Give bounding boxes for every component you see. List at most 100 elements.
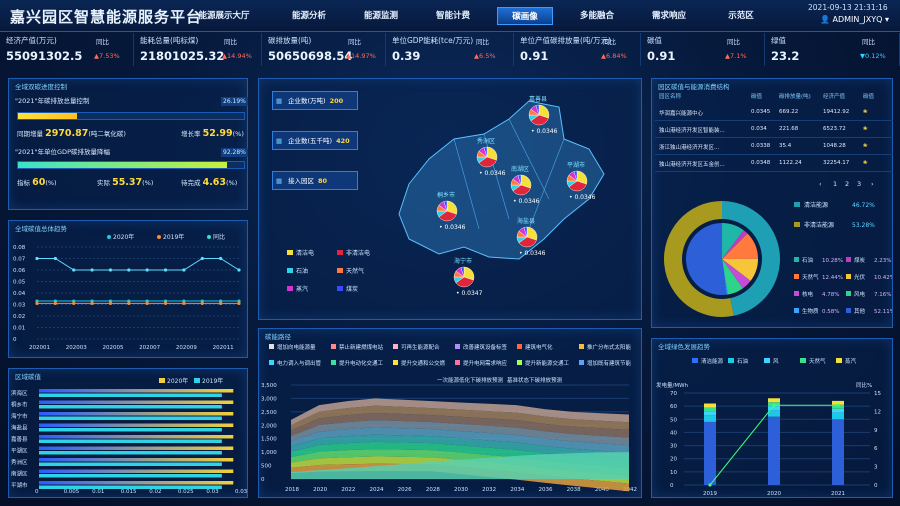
pie-slice (455, 276, 474, 288)
pie-slice (530, 114, 549, 126)
legend-label: 建筑电气化 (525, 343, 553, 351)
y-tick: 500 (261, 464, 272, 470)
x-tick: 202001 (29, 345, 50, 351)
table-header: 碳排放量(吨) (779, 94, 811, 100)
x-tick: 2018 (285, 487, 299, 493)
panel-title: 全域绿色发展趋势 (658, 343, 710, 351)
table-row[interactable]: 独山港经济开发区五金创... 0.0348 1122.24 32254.17 ❀ (655, 155, 893, 172)
pie-slice (517, 174, 522, 186)
table-cell: 0.0348 (751, 160, 771, 166)
jiaxing-map[interactable]: 嘉善县 • 0.0346 秀洲区 • 0.0346 南湖区 • 0.0346 平湖市 • 0.… (259, 79, 641, 319)
data-point (72, 301, 76, 305)
table-row[interactable]: 浙江独山港经济开发区... 0.0338 35.4 1048.28 ❀ (655, 138, 893, 155)
target2-pct: 92.28% (221, 148, 248, 157)
building-icon: ▦ (276, 177, 283, 185)
legend-swatch (517, 344, 522, 349)
y2-tick: 0 (874, 483, 878, 489)
path-band (291, 405, 629, 431)
x-tick: 2024 (370, 487, 384, 493)
stack-bar (704, 421, 716, 485)
legend-label: 2019年 (163, 233, 184, 241)
kpi-value: 0.91 (647, 49, 676, 63)
kpi-value: 55091302.5 (6, 49, 83, 63)
stat-box: ▦ 企业数(五千吨) 420 (272, 131, 358, 150)
legend-swatch (800, 358, 806, 363)
legend-swatch (337, 268, 343, 273)
data-point (182, 268, 186, 272)
datetime: 2021-09-13 21:31:16 (808, 3, 888, 12)
data-point (53, 256, 57, 261)
x-tick: 2040 (595, 487, 609, 493)
y-tick: 0 (261, 477, 265, 483)
inner-slice (722, 259, 751, 289)
user-menu[interactable]: 👤 ADMIN_JXYQ ▾ (820, 15, 889, 24)
region-panel: 区域碳值 2020年 2019年 滨海区 桐乡市 海宁市 海盐县 嘉善县 平湖区 秀洲区 南湖区平… (8, 368, 248, 498)
nav-item-6[interactable]: 需求响应 (651, 11, 686, 21)
data-point (200, 301, 204, 305)
legend-swatch (794, 257, 799, 262)
district-name: 海盐县 (517, 217, 535, 225)
y-tick: 0.04 (13, 291, 26, 297)
table-header: 经济产值 (823, 94, 846, 100)
y2-tick: 12 (874, 409, 881, 415)
legend-swatch (794, 222, 800, 227)
page-number[interactable]: 1 (833, 180, 838, 188)
legend-value: 2.23% (874, 258, 891, 264)
data-point (237, 301, 241, 305)
data-point (237, 268, 241, 272)
page-number[interactable]: 3 (857, 180, 862, 188)
x-tick: 2020 (313, 487, 327, 493)
page-number[interactable]: 2 (845, 180, 850, 188)
kpi-label: 单位产值碳排放量(吨/万元) (520, 36, 611, 45)
table-row[interactable]: 华润嘉兴能源中心 0.0345 669.22 19412.92 ❀ (655, 104, 893, 121)
nav-item-1[interactable]: 能源分析 (291, 11, 326, 21)
legend-label: 光伏 (854, 273, 866, 281)
next-page-icon[interactable]: › (871, 180, 874, 188)
kpi-card: 经济产值(万元) 55091302.5 同比 ▲7.53% (0, 33, 134, 66)
legend-label: 2020年 (167, 377, 188, 385)
legend-swatch (794, 202, 800, 207)
path-band (291, 420, 629, 446)
bar-2020 (39, 458, 234, 462)
kpi-yoy: ▲7.53% (94, 52, 120, 60)
district-value: • 0.0346 (569, 194, 596, 201)
prev-page-icon[interactable]: ‹ (819, 180, 822, 188)
nav-item-0[interactable]: 能源展示大厅 (198, 11, 250, 21)
stack-bar (832, 408, 844, 413)
bar-2020 (39, 446, 234, 450)
legend-label: 2019年 (202, 377, 223, 385)
legend-value: 53.28% (852, 222, 875, 229)
nav-item-4[interactable]: 碳画像 (497, 7, 553, 25)
legend-label: 煤炭 (854, 256, 866, 264)
data-point (35, 299, 39, 303)
yoy-point (836, 403, 840, 407)
stat-value: 80 (318, 177, 328, 185)
inner-slice (686, 223, 727, 295)
legend-label: 生物质 (802, 307, 819, 315)
nav-item-3[interactable]: 智能计费 (435, 11, 470, 21)
structure-panel: 园区碳值与能源消费结构 清洁能源 46.72% 非清洁能源 53.28% 石油 10.28… (651, 78, 893, 328)
legend-swatch (455, 360, 460, 365)
y-tick: 50 (670, 417, 677, 423)
nav-item-5[interactable]: 多能融合 (579, 11, 614, 21)
nav-item-7[interactable]: 示范区 (728, 11, 754, 21)
stat-value: 420 (336, 137, 350, 145)
path-chart: 增加向电能源量 禁止新建燃煤电站 可再生能源配合 改善建筑设备标签 建筑电气化 推广分布式… (261, 343, 637, 493)
target2-progress (17, 161, 245, 169)
pie-slice (568, 180, 587, 192)
x-tick: 2022 (341, 487, 355, 493)
nav-item-2[interactable]: 能源监测 (363, 11, 398, 21)
legend-label: 增加既有建筑节能 (587, 359, 632, 367)
kpi-card: 单位GDP能耗(tce/万元) 0.39 同比 ▲6.5% (386, 33, 514, 66)
legend-swatch (836, 358, 842, 363)
x-tick: 0 (35, 489, 39, 495)
region-name: 滨海区 (11, 389, 28, 397)
legend-dot (207, 235, 211, 239)
legend-swatch (393, 360, 398, 365)
pie-slice (478, 156, 497, 168)
legend-swatch (692, 358, 698, 363)
x-tick: 202005 (102, 345, 123, 351)
legend-label: 石油 (737, 357, 749, 365)
table-row[interactable]: 独山港经济开发区智能装... 0.034 221.68 6523.72 ❀ (655, 121, 893, 138)
table-cell: 35.4 (779, 143, 792, 149)
